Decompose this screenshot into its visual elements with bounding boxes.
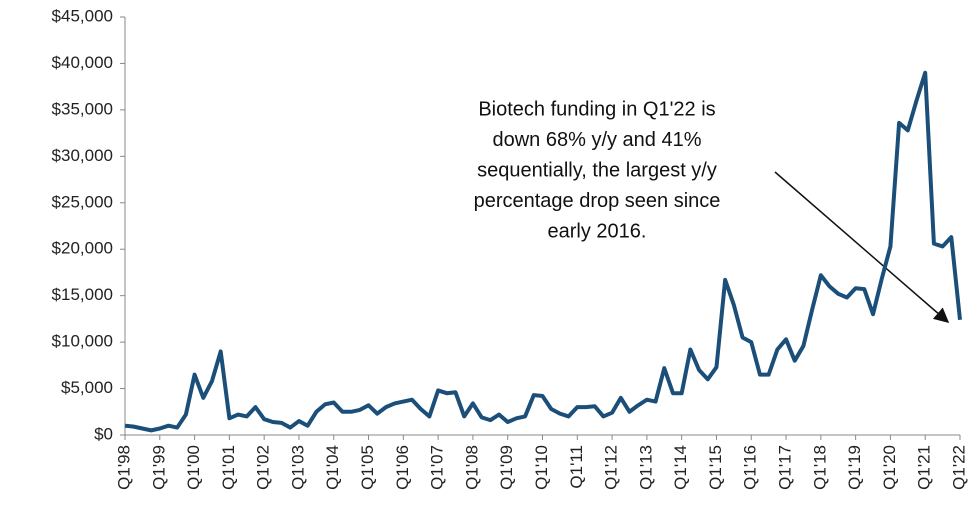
x-tick-label: Q1'17 (776, 445, 795, 490)
x-tick-label: Q1'03 (288, 445, 307, 490)
y-tick-label: $0 (94, 424, 113, 443)
x-tick-label: Q1'16 (741, 445, 760, 490)
x-tick-label: Q1'01 (219, 445, 238, 490)
annotation-text: down 68% y/y and 41% (492, 129, 701, 151)
annotation-text: Biotech funding in Q1'22 is (478, 98, 715, 120)
y-tick-label: $20,000 (52, 239, 113, 258)
x-tick-label: Q1'11 (567, 445, 586, 489)
annotation-text: percentage drop seen since (474, 190, 721, 212)
x-tick-label: Q1'00 (184, 445, 203, 490)
x-tick-label: Q1'13 (636, 445, 655, 490)
x-tick-label: Q1'08 (462, 445, 481, 490)
y-tick-label: $15,000 (52, 285, 113, 304)
x-tick-label: Q1'22 (949, 445, 968, 490)
y-tick-label: $10,000 (52, 332, 113, 351)
x-tick-label: Q1'98 (114, 445, 133, 490)
x-tick-label: Q1'12 (602, 445, 621, 490)
x-tick-label: Q1'09 (497, 445, 516, 490)
y-tick-label: $40,000 (52, 53, 113, 72)
x-tick-label: Q1'15 (706, 445, 725, 490)
y-tick-label: $30,000 (52, 146, 113, 165)
x-tick-label: Q1'18 (810, 445, 829, 490)
y-tick-label: $35,000 (52, 99, 113, 118)
x-tick-label: Q1'99 (149, 445, 168, 490)
x-tick-label: Q1'10 (532, 445, 551, 490)
line (124, 70, 962, 433)
x-tick-label: Q1'06 (393, 445, 412, 490)
x-tick-label: Q1'02 (254, 445, 273, 490)
y-tick-label: $45,000 (52, 6, 113, 25)
annotation-arrow (774, 171, 950, 323)
x-tick-label: Q1'14 (671, 445, 690, 490)
annotation-text: sequentially, the largest y/y (477, 159, 717, 181)
x-tick-label: Q1'05 (358, 445, 377, 490)
x-tick-label: Q1'20 (880, 445, 899, 490)
y-tick-label: $25,000 (52, 192, 113, 211)
x-tick-label: Q1'21 (915, 445, 934, 490)
y-tick-label: $5,000 (61, 378, 113, 397)
annotation-text: early 2016. (548, 220, 647, 242)
x-tick-label: Q1'04 (323, 445, 342, 490)
x-tick-label: Q1'19 (845, 445, 864, 490)
x-tick-label: Q1'07 (428, 445, 447, 490)
